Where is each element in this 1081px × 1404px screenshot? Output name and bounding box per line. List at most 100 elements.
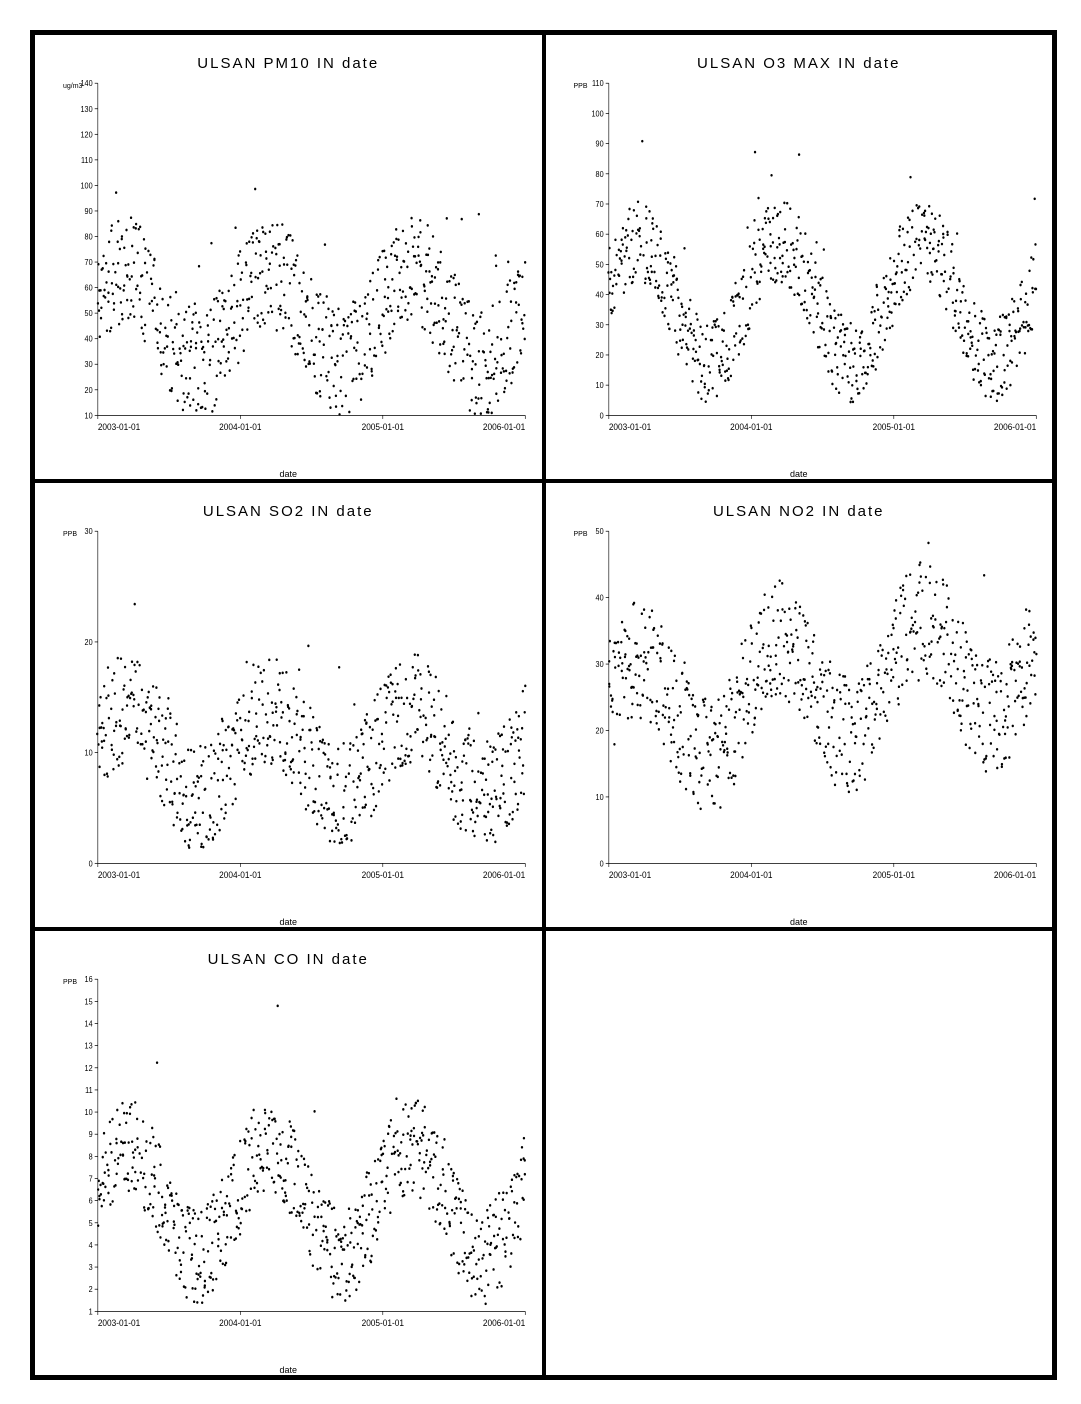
svg-text:2006-01-01: 2006-01-01 — [993, 421, 1035, 432]
scatter-points — [97, 188, 526, 416]
svg-text:5: 5 — [89, 1218, 94, 1228]
svg-text:10: 10 — [85, 411, 94, 421]
svg-text:0: 0 — [599, 859, 604, 869]
svg-text:12: 12 — [85, 1063, 93, 1073]
svg-text:100: 100 — [591, 109, 604, 119]
svg-text:2006-01-01: 2006-01-01 — [483, 421, 525, 432]
svg-text:40: 40 — [595, 290, 604, 300]
svg-text:80: 80 — [85, 232, 94, 242]
svg-text:0: 0 — [599, 411, 604, 421]
svg-text:2006-01-01: 2006-01-01 — [483, 869, 525, 880]
chart-title: ULSAN NO2 IN date — [546, 503, 1053, 520]
svg-text:2006-01-01: 2006-01-01 — [483, 1317, 525, 1328]
svg-text:130: 130 — [81, 104, 94, 114]
svg-text:2003-01-01: 2003-01-01 — [98, 869, 140, 880]
plot-area: 10 20 30 40 50 60 70 80 90 100 110 120 130 140 2003-01… — [75, 76, 532, 437]
svg-text:2003-01-01: 2003-01-01 — [98, 1317, 140, 1328]
svg-text:30: 30 — [85, 527, 94, 537]
svg-text:100: 100 — [81, 181, 94, 191]
svg-text:110: 110 — [81, 155, 93, 165]
svg-text:90: 90 — [85, 206, 94, 216]
svg-text:7: 7 — [89, 1174, 93, 1184]
plot-area: 0 10 20 30 2003-01-01 2004-01-01 2005-01-01 200… — [75, 524, 532, 885]
svg-text:2003-01-01: 2003-01-01 — [98, 421, 140, 432]
svg-text:2005-01-01: 2005-01-01 — [872, 421, 914, 432]
x-axis-label: date — [546, 917, 1053, 927]
svg-text:90: 90 — [595, 139, 604, 149]
svg-text:60: 60 — [85, 283, 94, 293]
svg-text:50: 50 — [595, 527, 604, 537]
svg-text:30: 30 — [85, 360, 94, 370]
svg-text:110: 110 — [592, 79, 604, 89]
svg-text:50: 50 — [595, 260, 604, 270]
svg-text:10: 10 — [595, 792, 604, 802]
svg-text:20: 20 — [85, 637, 94, 647]
svg-text:20: 20 — [595, 726, 604, 736]
svg-text:30: 30 — [595, 320, 604, 330]
svg-text:2004-01-01: 2004-01-01 — [730, 421, 772, 432]
panel-pm10: ULSAN PM10 IN dateug/m310203040506070809… — [33, 33, 544, 481]
svg-text:40: 40 — [85, 334, 94, 344]
svg-text:16: 16 — [85, 975, 94, 985]
panel-grid: ULSAN PM10 IN dateug/m310203040506070809… — [30, 30, 1057, 1380]
svg-text:6: 6 — [89, 1196, 94, 1206]
svg-text:14: 14 — [85, 1019, 94, 1029]
panel-o3: ULSAN O3 MAX IN datePPB01020304050607080… — [544, 33, 1055, 481]
figure-page: ULSAN PM10 IN dateug/m310203040506070809… — [0, 0, 1081, 1404]
svg-text:120: 120 — [81, 130, 94, 140]
svg-text:2005-01-01: 2005-01-01 — [872, 869, 914, 880]
plot-area: 0 10 20 30 40 50 60 70 80 90 100 110 2003-01-01 2004-… — [586, 76, 1043, 437]
svg-text:20: 20 — [85, 385, 94, 395]
svg-text:60: 60 — [595, 230, 604, 240]
scatter-points — [96, 603, 526, 849]
svg-text:13: 13 — [85, 1041, 94, 1051]
empty-panel — [544, 929, 1055, 1377]
svg-text:2004-01-01: 2004-01-01 — [219, 421, 261, 432]
panel-co: ULSAN CO IN datePPB123456789101112131415… — [33, 929, 544, 1377]
svg-text:80: 80 — [595, 169, 604, 179]
svg-text:2003-01-01: 2003-01-01 — [608, 421, 650, 432]
svg-text:3: 3 — [89, 1263, 94, 1273]
svg-text:15: 15 — [85, 997, 94, 1007]
scatter-points — [97, 1005, 526, 1306]
svg-text:9: 9 — [89, 1130, 93, 1140]
svg-text:10: 10 — [85, 748, 94, 758]
svg-text:11: 11 — [85, 1085, 93, 1095]
svg-text:140: 140 — [81, 79, 94, 89]
svg-text:20: 20 — [595, 350, 604, 360]
chart-title: ULSAN SO2 IN date — [35, 503, 542, 520]
svg-text:10: 10 — [595, 381, 604, 391]
svg-text:2004-01-01: 2004-01-01 — [219, 1317, 261, 1328]
x-axis-label: date — [35, 469, 542, 479]
chart-title: ULSAN O3 MAX IN date — [546, 55, 1053, 72]
svg-text:40: 40 — [595, 593, 604, 603]
svg-text:1: 1 — [89, 1307, 93, 1317]
svg-text:2003-01-01: 2003-01-01 — [608, 869, 650, 880]
svg-text:2005-01-01: 2005-01-01 — [362, 421, 404, 432]
svg-text:0: 0 — [89, 859, 94, 869]
chart-title: ULSAN PM10 IN date — [35, 55, 542, 72]
svg-text:70: 70 — [595, 200, 604, 210]
svg-text:50: 50 — [85, 309, 94, 319]
svg-text:2005-01-01: 2005-01-01 — [362, 1317, 404, 1328]
x-axis-label: date — [35, 917, 542, 927]
svg-text:2: 2 — [89, 1285, 93, 1295]
svg-text:2006-01-01: 2006-01-01 — [993, 869, 1035, 880]
svg-text:30: 30 — [595, 660, 604, 670]
x-axis-label: date — [546, 469, 1053, 479]
svg-text:2004-01-01: 2004-01-01 — [219, 869, 261, 880]
scatter-points — [608, 542, 1037, 811]
svg-text:70: 70 — [85, 258, 94, 268]
svg-text:4: 4 — [89, 1240, 94, 1250]
svg-text:2004-01-01: 2004-01-01 — [730, 869, 772, 880]
svg-text:10: 10 — [85, 1108, 94, 1118]
x-axis-label: date — [35, 1365, 542, 1375]
plot-area: 0 10 20 30 40 50 2003-01-01 2004-01-01 2005-01-0… — [586, 524, 1043, 885]
svg-text:8: 8 — [89, 1152, 94, 1162]
chart-title: ULSAN CO IN date — [35, 951, 542, 968]
plot-area: 123456789101112131415162003-01-012004-01… — [75, 972, 532, 1333]
panel-no2: ULSAN NO2 IN datePPB010203040502003-01-0… — [544, 481, 1055, 929]
scatter-points — [607, 140, 1037, 403]
panel-so2: ULSAN SO2 IN datePPB01020302003-01-01200… — [33, 481, 544, 929]
svg-text:2005-01-01: 2005-01-01 — [362, 869, 404, 880]
